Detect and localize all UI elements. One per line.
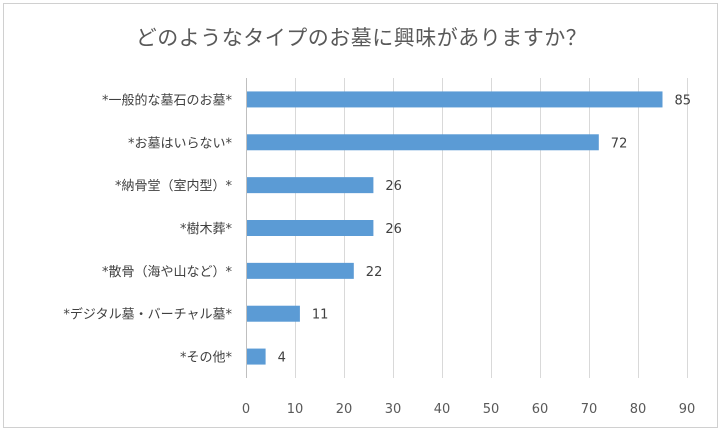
data-label: 22 (366, 265, 383, 280)
data-label: 26 (385, 222, 402, 237)
bar (246, 134, 599, 151)
bar (246, 177, 374, 194)
x-tick-label: 70 (581, 402, 598, 417)
x-tick-label: 60 (532, 402, 549, 417)
bar (246, 91, 663, 108)
category-label: *樹木葬* (180, 222, 233, 237)
category-label: *散骨（海や山など）* (102, 265, 233, 280)
chart-frame (3, 3, 718, 428)
x-tick-label: 90 (679, 402, 696, 417)
category-label: *一般的な墓石のお墓* (102, 92, 233, 108)
data-label: 72 (611, 136, 628, 151)
x-tick-label: 50 (483, 402, 500, 417)
bar (246, 305, 300, 322)
category-label: *お墓はいらない* (128, 136, 233, 151)
bar (246, 348, 266, 365)
bar (246, 262, 354, 279)
x-tick-label: 10 (287, 402, 304, 417)
category-label: *納骨堂（室内型）* (115, 178, 233, 194)
category-label: *デジタル墓・バーチャル墓* (63, 307, 232, 323)
bar (246, 220, 374, 236)
data-label: 4 (278, 351, 286, 366)
x-tick-label: 0 (242, 402, 250, 417)
x-tick-label: 40 (434, 402, 451, 417)
data-label: 85 (675, 93, 692, 108)
x-tick-label: 80 (630, 402, 647, 417)
data-label: 11 (312, 308, 329, 323)
chart-title: どのようなタイプのお墓に興味がありますか？ (135, 26, 588, 50)
data-label: 26 (385, 179, 402, 194)
category-label: *その他* (180, 351, 233, 366)
x-tick-label: 20 (336, 402, 353, 417)
x-tick-label: 30 (385, 402, 402, 417)
